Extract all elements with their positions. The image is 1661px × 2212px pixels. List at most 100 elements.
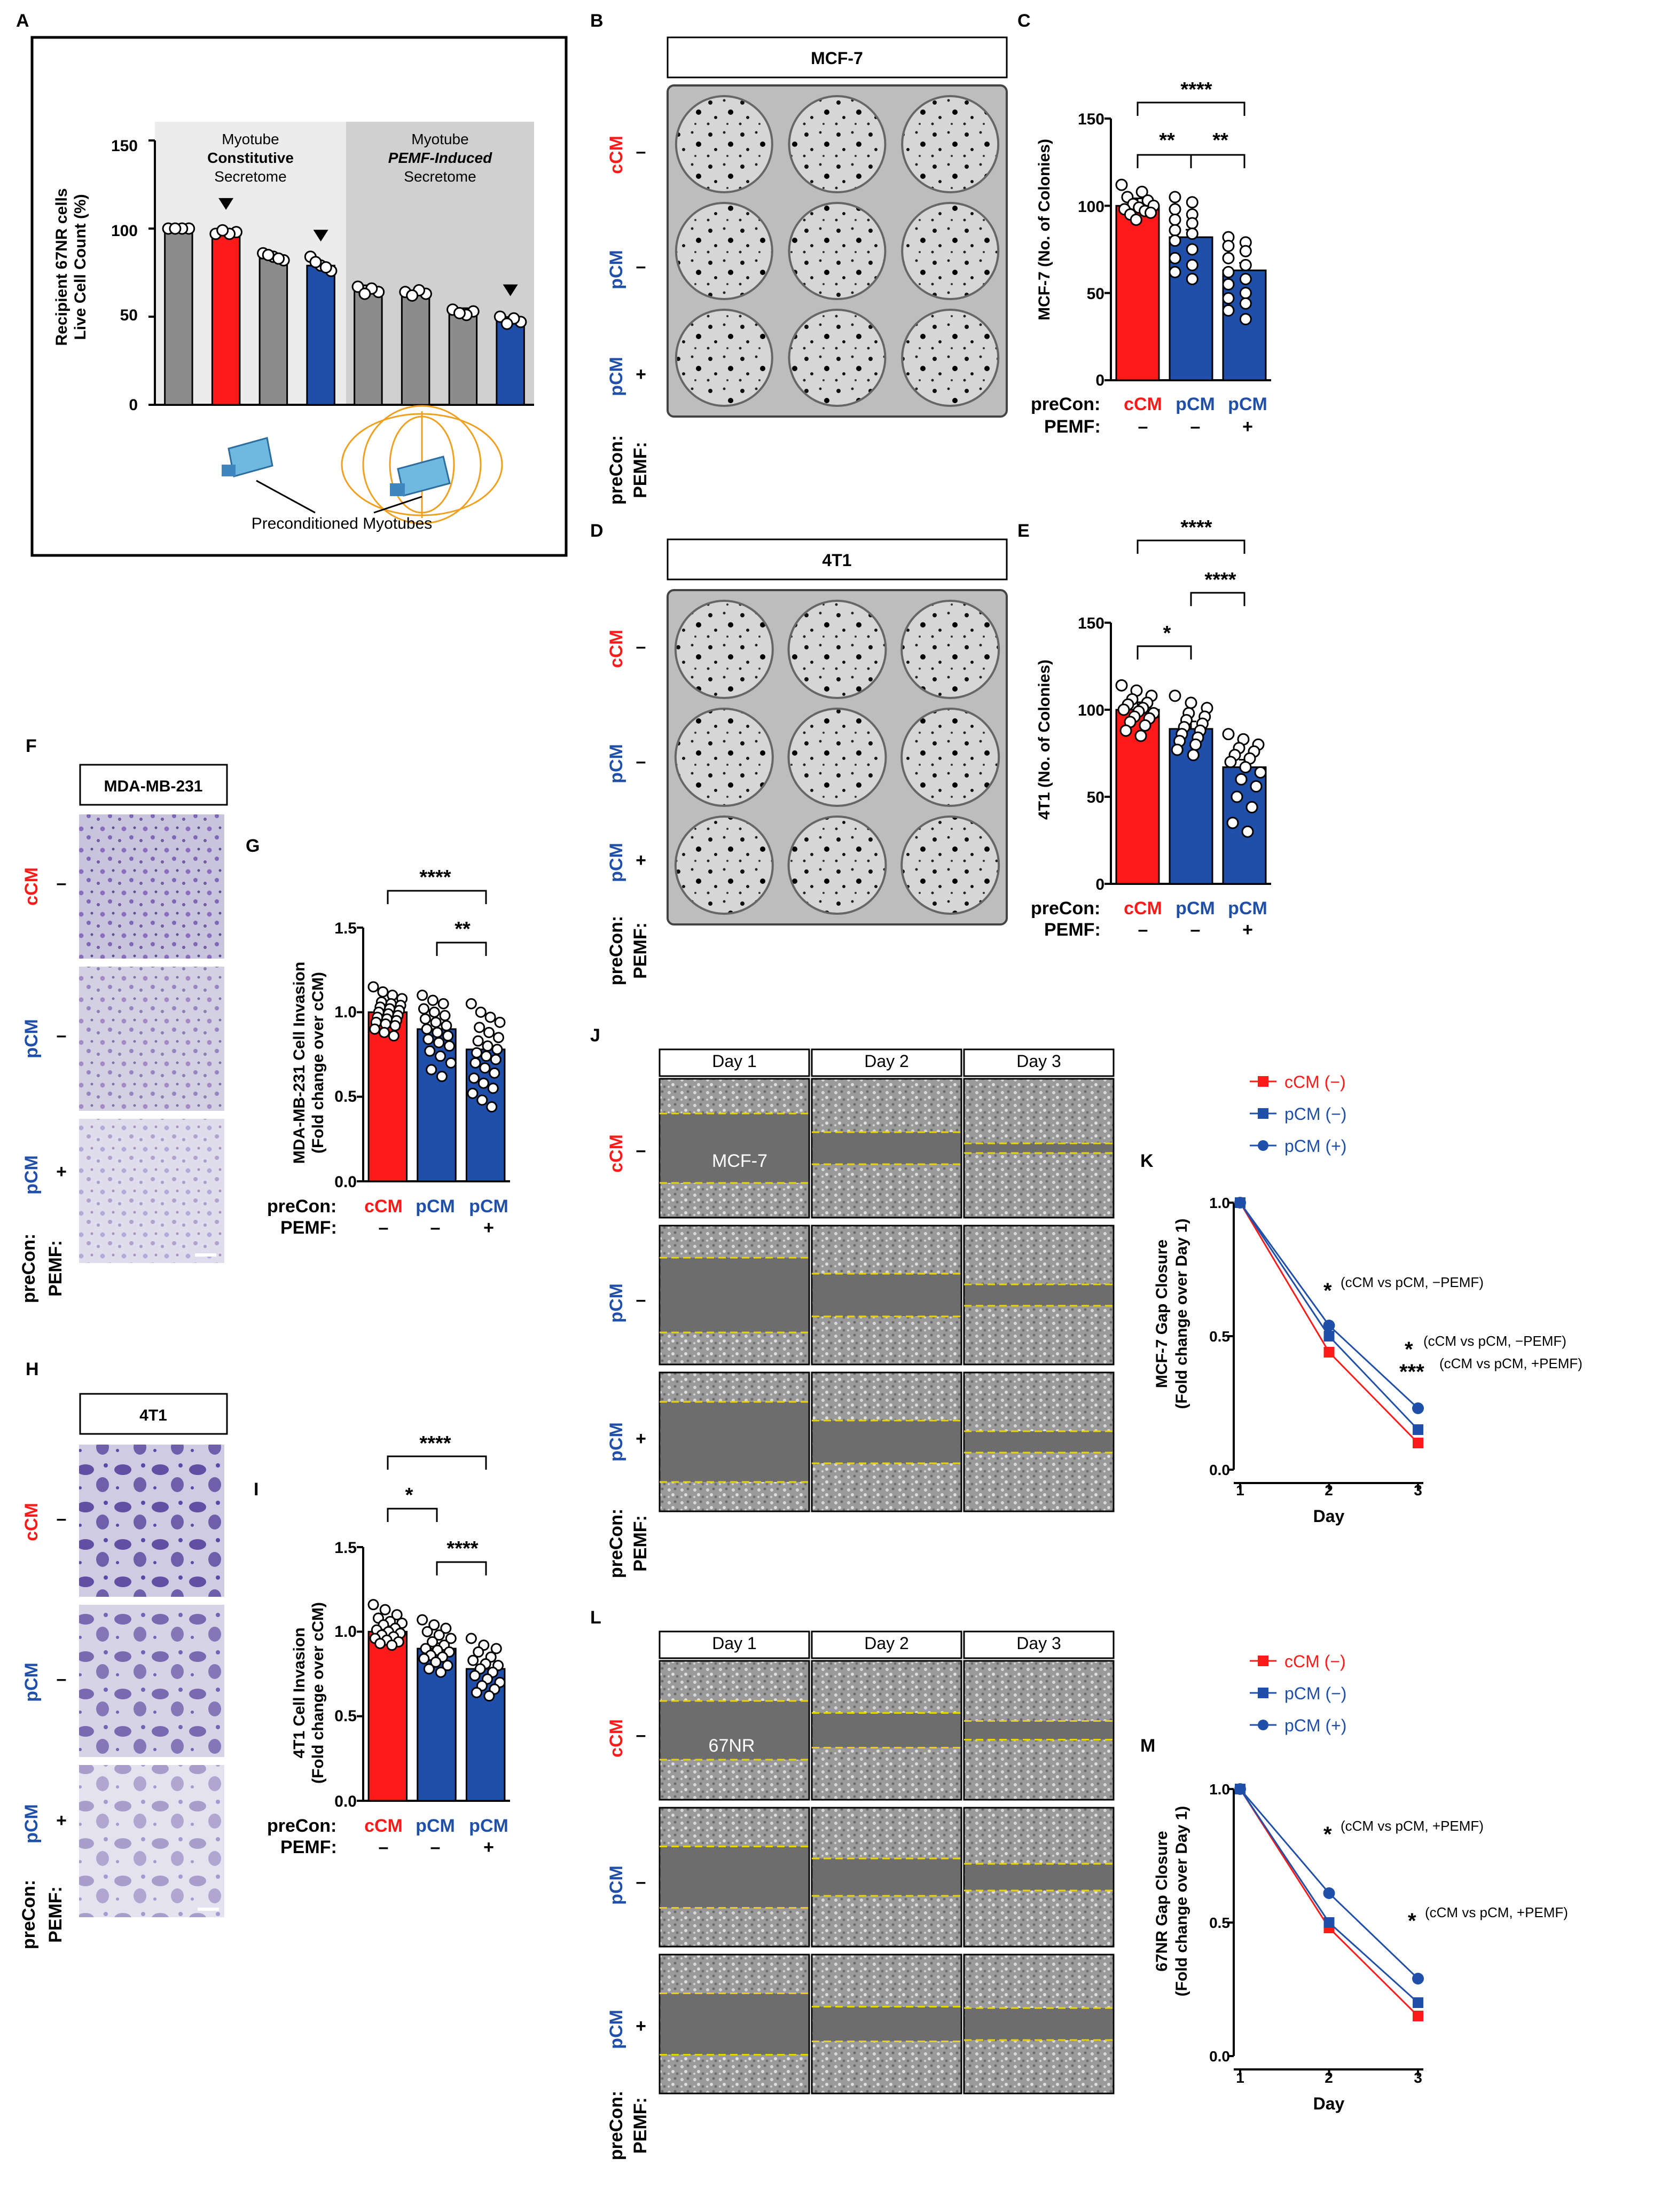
- data-point: [309, 256, 322, 269]
- data-point: [471, 1047, 483, 1058]
- row-labels: cCM – pCM – pCM + preCon: PEMF:: [19, 1503, 67, 1949]
- y-tick: 1.0: [1209, 1195, 1230, 1211]
- data-point: [435, 1050, 446, 1062]
- data-point: [1323, 1917, 1335, 1928]
- data-point: [435, 1666, 446, 1678]
- legend-label: pCM (+): [1284, 1136, 1346, 1156]
- data-point: [465, 1633, 477, 1644]
- svg-text:cCM: cCM: [1124, 394, 1162, 414]
- data-point: [1130, 213, 1142, 226]
- data-point: [445, 1057, 457, 1069]
- panel-k: K cCM (−) pCM (−) pCM (+) MCF-7 Gap Clos…: [1140, 1072, 1582, 1526]
- data-point: [442, 1660, 453, 1672]
- well: [901, 309, 1000, 407]
- data-point: [1115, 178, 1128, 191]
- sig-bracket: [436, 1561, 487, 1575]
- svg-text:+: +: [636, 850, 646, 870]
- panel-label: K: [1140, 1151, 1154, 1171]
- data-point: [1169, 234, 1181, 247]
- data-point: [423, 1663, 435, 1675]
- row-labels: cCM – pCM – pCM + preCon: PEMF:: [606, 630, 651, 985]
- bar: [401, 293, 430, 406]
- data-point: [428, 1006, 440, 1018]
- data-point: [1250, 780, 1263, 793]
- data-point: [483, 1026, 495, 1038]
- svg-text:+: +: [56, 1162, 67, 1182]
- arrowhead-icon: [503, 284, 518, 296]
- svg-text:–: –: [57, 1669, 67, 1689]
- data-point: [430, 1016, 442, 1028]
- chart-m: [1227, 1783, 1424, 2076]
- annotation: (cCM vs pCM, +PEMF): [1341, 1818, 1484, 1834]
- data-point: [1239, 245, 1252, 257]
- data-point: [1224, 756, 1237, 768]
- svg-text:+: +: [636, 1429, 646, 1449]
- data-point: [379, 1604, 391, 1615]
- sig-stars: **: [1159, 129, 1175, 152]
- data-point: [377, 986, 389, 998]
- scratch-gap: [661, 1258, 808, 1332]
- annotation-star: *: [1408, 1909, 1416, 1933]
- svg-text:preCon:: preCon:: [1031, 898, 1100, 919]
- sig-stars: ****: [1204, 569, 1236, 591]
- svg-text:cCM: cCM: [1124, 898, 1162, 919]
- sig-stars: ****: [1180, 516, 1212, 539]
- well: [674, 815, 774, 915]
- scratch-gap: [813, 1132, 960, 1164]
- scratch-gap: [965, 1721, 1112, 1740]
- data-point: [1134, 730, 1147, 742]
- data-point: [419, 1013, 431, 1025]
- svg-text:PEMF:: PEMF:: [630, 922, 651, 979]
- well: [675, 309, 773, 407]
- svg-text:preCon:: preCon:: [19, 1880, 39, 1949]
- data-point: [1222, 252, 1235, 264]
- y-tick: 1.0: [334, 1623, 357, 1641]
- sig-bracket: [387, 890, 487, 904]
- data-point: [1226, 817, 1239, 829]
- scratch-gap: [661, 1701, 808, 1760]
- data-point: [430, 1656, 442, 1668]
- invasion-image: [79, 967, 224, 1111]
- data-point: [484, 1011, 496, 1023]
- svg-text:–: –: [1190, 920, 1201, 940]
- data-point: [1169, 213, 1181, 226]
- bar: [367, 1630, 408, 1802]
- data-point: [476, 1094, 488, 1106]
- svg-text:PEMF:: PEMF:: [630, 1515, 651, 1572]
- scratch-gap: [661, 1993, 808, 2055]
- bar: [354, 287, 383, 406]
- data-point: [1169, 224, 1181, 237]
- y-tick: 1.5: [334, 920, 357, 937]
- svg-text:cCM: cCM: [606, 136, 626, 174]
- y-tick: 0.0: [334, 1793, 357, 1810]
- svg-text:preCon:: preCon:: [606, 2091, 626, 2160]
- y-tick: 150: [1078, 111, 1104, 128]
- svg-text:–: –: [636, 142, 646, 162]
- well: [674, 708, 774, 807]
- well: [675, 95, 773, 193]
- y-tick: 0.0: [1209, 1462, 1230, 1478]
- data-point: [391, 1609, 403, 1621]
- svg-text:pCM: pCM: [21, 1019, 42, 1058]
- data-point: [477, 1077, 489, 1089]
- y-axis-label: 4T1 (No. of Colonies): [1036, 660, 1053, 820]
- svg-text:pCM: pCM: [1176, 898, 1215, 919]
- y-tick: 0.5: [1209, 1328, 1230, 1345]
- chart-a: [148, 139, 534, 406]
- svg-text:+: +: [1242, 920, 1253, 940]
- scratch-grid: [659, 1630, 1115, 2095]
- day-header: [963, 1048, 1115, 1077]
- sig-stars: **: [455, 918, 471, 940]
- panel-m: M cCM (−) pCM (−) pCM (+) 67NR Gap Closu…: [1140, 1652, 1568, 2113]
- svg-text:pCM: pCM: [416, 1196, 455, 1217]
- data-point: [367, 981, 379, 993]
- data-point: [1413, 1997, 1423, 2008]
- data-point: [1239, 287, 1252, 300]
- data-point: [1222, 278, 1235, 291]
- annotation-star: *: [1405, 1338, 1413, 1361]
- data-point: [1187, 749, 1200, 762]
- data-point: [272, 252, 285, 265]
- x-tick: 2: [1325, 1482, 1333, 1499]
- data-point: [389, 1020, 401, 1032]
